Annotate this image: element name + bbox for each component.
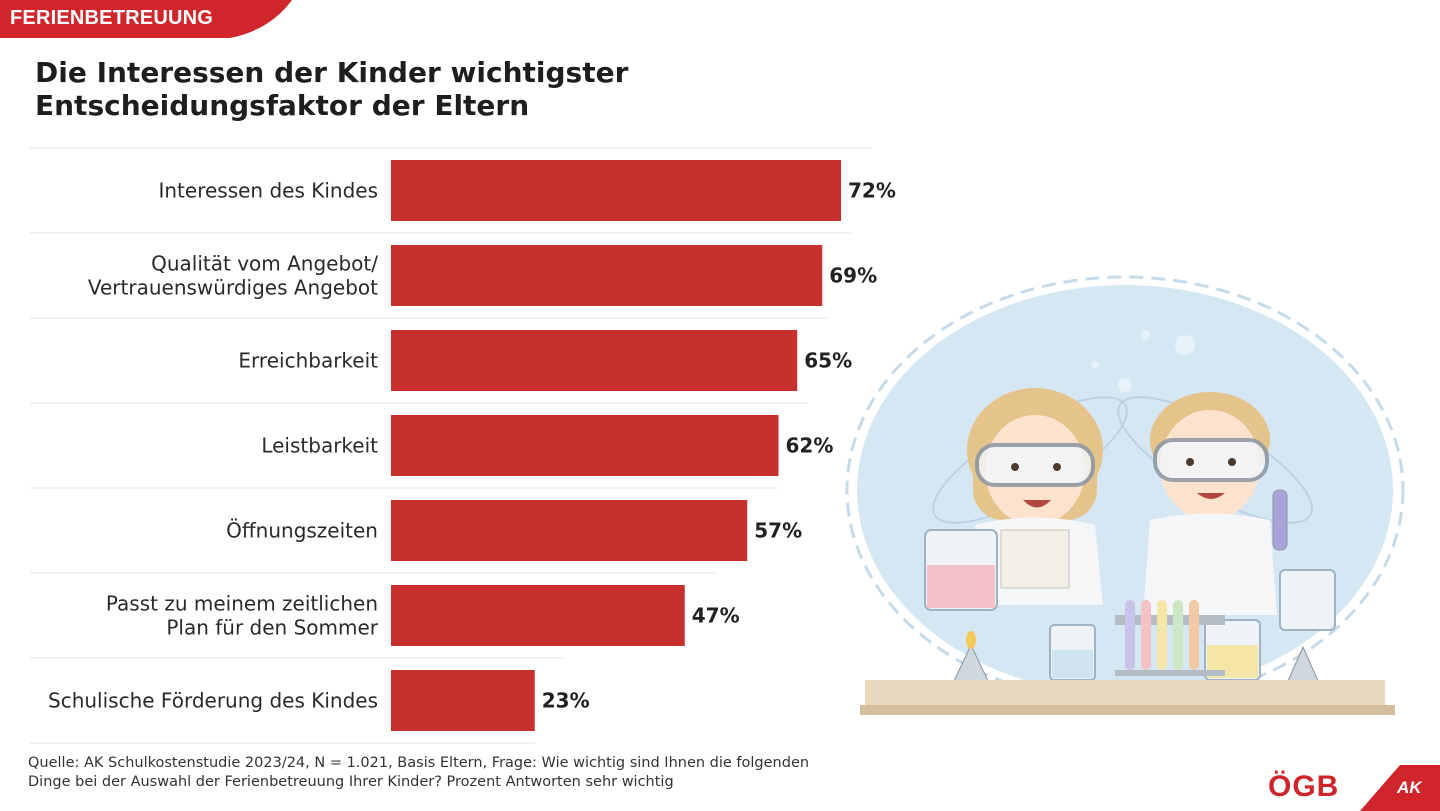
category-label: Erreichbarkeit xyxy=(238,349,378,373)
data-label: 65% xyxy=(804,349,852,373)
category-tag-label: FERIENBETREUUNG xyxy=(10,7,214,29)
bar xyxy=(391,415,779,476)
tag-background xyxy=(0,0,292,38)
data-label: 72% xyxy=(848,179,896,203)
category-tag: FERIENBETREUUNG xyxy=(0,0,300,38)
source-note: Quelle: AK Schulkostenstudie 2023/24, N … xyxy=(28,754,828,792)
category-label: Öffnungszeiten xyxy=(226,519,378,543)
category-label: Passt zu meinem zeitlichen xyxy=(106,592,378,616)
category-label: Qualität vom Angebot/ xyxy=(151,252,378,276)
ak-logo-shape xyxy=(1360,765,1440,811)
data-label: 57% xyxy=(754,519,802,543)
bar xyxy=(391,330,798,391)
bar xyxy=(391,245,823,306)
source-line-2: Dinge bei der Auswahl der Ferienbetreuun… xyxy=(28,774,674,790)
category-label: Interessen des Kindes xyxy=(158,179,378,203)
category-label: Vertrauenswürdiges Angebot xyxy=(88,276,378,300)
category-label: Schulische Förderung des Kindes xyxy=(48,689,378,713)
category-label: Leistbarkeit xyxy=(261,434,378,458)
data-label: 62% xyxy=(786,434,834,458)
bar xyxy=(391,160,841,221)
title-line-2: Entscheidungsfaktor der Eltern xyxy=(35,89,530,122)
data-label: 47% xyxy=(692,604,740,628)
oegb-logo: ÖGB xyxy=(1268,770,1340,803)
page-title: Die Interessen der Kinder wichtigster En… xyxy=(35,56,675,122)
children-laboratory-illustration xyxy=(845,275,1405,715)
category-label: Plan für den Sommer xyxy=(166,616,378,640)
bar xyxy=(391,500,748,561)
title-line-1: Die Interessen der Kinder wichtigster xyxy=(35,56,629,89)
bar-chart: 72% Interessen des Kindes 69% Qualität vom … xyxy=(30,147,896,744)
data-label: 69% xyxy=(829,264,877,288)
source-line-1: Quelle: AK Schulkostenstudie 2023/24, N … xyxy=(28,755,810,771)
ak-logo: AK xyxy=(1397,778,1422,797)
bar xyxy=(391,585,685,646)
bar xyxy=(391,670,535,731)
data-label: 23% xyxy=(542,689,590,713)
